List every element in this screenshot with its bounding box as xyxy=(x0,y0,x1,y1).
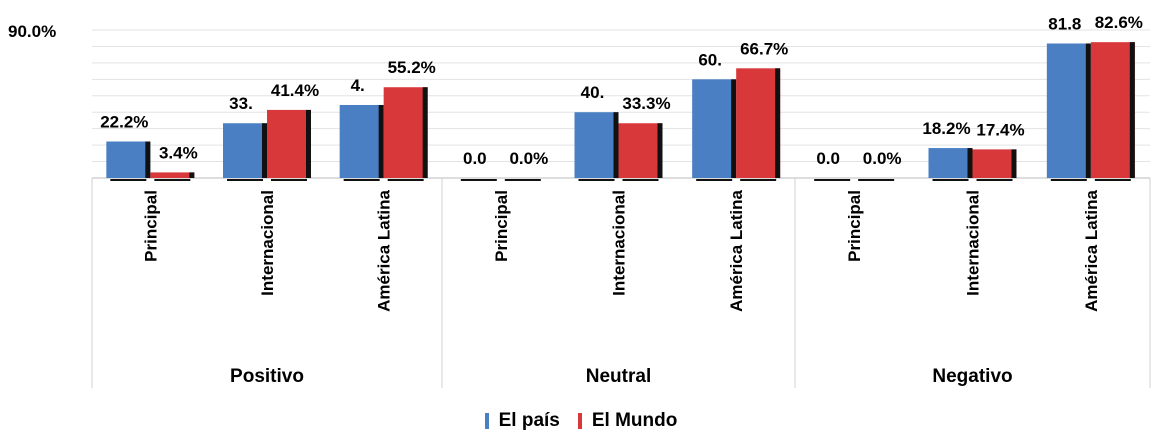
category-label-negativo-internacional: Internacional xyxy=(964,190,983,296)
bar-el-mundo-negativo-internacional xyxy=(972,149,1017,178)
bar-shadow-el-mundo-positivo-america-latina xyxy=(422,87,428,178)
data-label-el-pais-negativo-principal: 0.0 xyxy=(816,149,840,168)
bar-el-mundo-neutral-internacional xyxy=(618,123,663,178)
bar-el-mundo-negativo-america-latina xyxy=(1090,42,1135,179)
bar-shadow-el-pais-negativo-america-latina xyxy=(1085,43,1091,179)
bar-shadow-el-mundo-positivo-principal xyxy=(189,172,195,178)
category-label-positivo-america-latina: América Latina xyxy=(375,189,394,311)
group-label-negativo: Negativo xyxy=(932,366,1012,387)
category-label-positivo-internacional: Internacional xyxy=(258,190,277,296)
data-label-el-mundo-positivo-principal: 3.4% xyxy=(159,143,198,162)
bar-el-pais-positivo-america-latina xyxy=(339,104,384,178)
bar-shadow-el-mundo-negativo-internacional xyxy=(1011,149,1017,178)
bar-shadow-el-mundo-neutral-america-latina xyxy=(775,68,781,178)
legend-label-el-pais: El país xyxy=(498,410,560,431)
legend-swatch-el-pais xyxy=(484,413,489,429)
bar-el-mundo-positivo-principal xyxy=(150,172,195,178)
bar-el-pais-neutral-internacional xyxy=(574,112,619,178)
bar-shadow-el-pais-neutral-america-latina xyxy=(731,79,737,178)
data-label-el-pais-positivo-principal: 22.2% xyxy=(100,112,148,131)
category-label-neutral-internacional: Internacional xyxy=(610,190,629,296)
data-label-el-pais-positivo-internacional: 33. xyxy=(229,94,253,113)
data-label-el-mundo-positivo-internacional: 41.4% xyxy=(271,81,319,100)
legend: El país El Mundo xyxy=(0,410,1162,432)
chart-svg: 90.0% Positivo Neutral Negativo 22.2% 3.4% Pri… xyxy=(8,13,1151,388)
data-label-el-pais-positivo-america-latina: 4. xyxy=(351,76,365,95)
category-label-positivo-principal: Principal xyxy=(141,190,160,262)
data-label-el-mundo-positivo-america-latina: 55.2% xyxy=(388,58,436,77)
data-label-el-pais-neutral-principal: 0.0 xyxy=(463,149,487,168)
bar-shadow-el-mundo-positivo-internacional xyxy=(306,109,311,178)
legend-label-el-mundo: El Mundo xyxy=(591,410,678,431)
bar-el-pais-positivo-internacional xyxy=(223,123,267,178)
y-tick-label: 90.0% xyxy=(8,22,56,41)
category-label-negativo-america-latina: América Latina xyxy=(1082,189,1101,311)
data-label-el-mundo-negativo-principal: 0.0% xyxy=(863,149,902,168)
category-label-neutral-principal: Principal xyxy=(492,190,511,262)
bar-el-pais-negativo-america-latina xyxy=(1046,43,1091,179)
bar-shadow-el-pais-positivo-america-latina xyxy=(378,104,384,178)
bar-shadow-el-mundo-negativo-america-latina xyxy=(1129,42,1135,179)
data-label-el-mundo-negativo-america-latina: 82.6% xyxy=(1095,13,1143,32)
bar-el-pais-positivo-principal xyxy=(106,141,151,178)
bar-el-pais-negativo-internacional xyxy=(928,148,973,178)
bar-shadow-el-pais-positivo-principal xyxy=(145,141,151,178)
category-label-negativo-principal: Principal xyxy=(845,190,864,262)
bar-el-mundo-neutral-america-latina xyxy=(736,68,781,178)
group-label-positivo: Positivo xyxy=(230,366,304,387)
bar-shadow-el-mundo-neutral-internacional xyxy=(657,123,663,178)
legend-item-el-mundo: El Mundo xyxy=(577,410,678,432)
bar-shadow-el-pais-positivo-internacional xyxy=(262,123,267,178)
data-label-el-mundo-neutral-america-latina: 66.7% xyxy=(740,39,788,58)
group-label-neutral: Neutral xyxy=(586,366,651,387)
legend-swatch-el-mundo xyxy=(577,413,582,429)
data-label-el-pais-neutral-internacional: 40. xyxy=(581,83,605,102)
data-label-el-pais-negativo-internacional: 18.2% xyxy=(922,119,970,138)
bar-shadow-el-pais-neutral-internacional xyxy=(613,112,619,178)
data-label-el-pais-negativo-america-latina: 81.8 xyxy=(1048,14,1081,33)
data-label-el-mundo-neutral-principal: 0.0% xyxy=(509,149,548,168)
bar-el-mundo-positivo-internacional xyxy=(267,109,311,178)
legend-item-el-pais: El país xyxy=(484,410,560,432)
data-label-el-mundo-neutral-internacional: 33.3% xyxy=(622,94,670,113)
bar-el-pais-neutral-america-latina xyxy=(692,79,737,178)
data-label-el-mundo-negativo-internacional: 17.4% xyxy=(976,120,1024,139)
category-label-neutral-america-latina: América Latina xyxy=(727,189,746,311)
data-label-el-pais-neutral-america-latina: 60. xyxy=(698,50,722,69)
bar-el-mundo-positivo-america-latina xyxy=(383,87,428,178)
bar-shadow-el-pais-negativo-internacional xyxy=(967,148,973,178)
